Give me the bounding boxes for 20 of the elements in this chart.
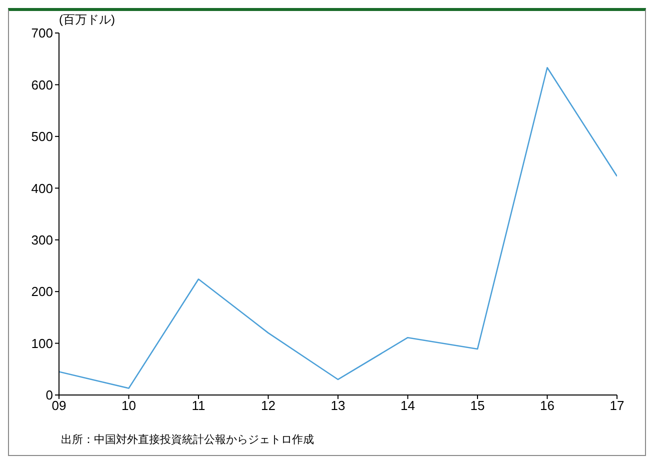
x-tick-label: 11 (192, 398, 206, 414)
x-tick-label: 17 (610, 398, 624, 414)
y-tick-label: 300 (31, 232, 53, 248)
x-tick-label: 14 (400, 398, 415, 414)
text: 出所：中国対外直接投資統計公報からジェトロ作成 (61, 432, 314, 447)
y-tick-label: 200 (31, 284, 53, 300)
x-tick-label: 10 (122, 398, 136, 414)
x-tick-label: 12 (261, 398, 276, 414)
y-tick-label: 600 (31, 77, 53, 92)
x-tick-label: 16 (540, 398, 554, 414)
y-tick-label: 0 (46, 388, 53, 403)
x-tick-label: 09 (52, 398, 66, 414)
x-tick-label: 15 (470, 398, 485, 414)
line-series (59, 67, 617, 389)
y-tick-label: 500 (31, 129, 53, 144)
y-tick-label: 400 (31, 180, 53, 196)
y-axis-title: (百万ドル) (59, 12, 115, 27)
y-tick-label: 100 (31, 336, 53, 351)
y-tick-label: 700 (31, 26, 53, 41)
x-tick-label: 13 (330, 398, 346, 414)
